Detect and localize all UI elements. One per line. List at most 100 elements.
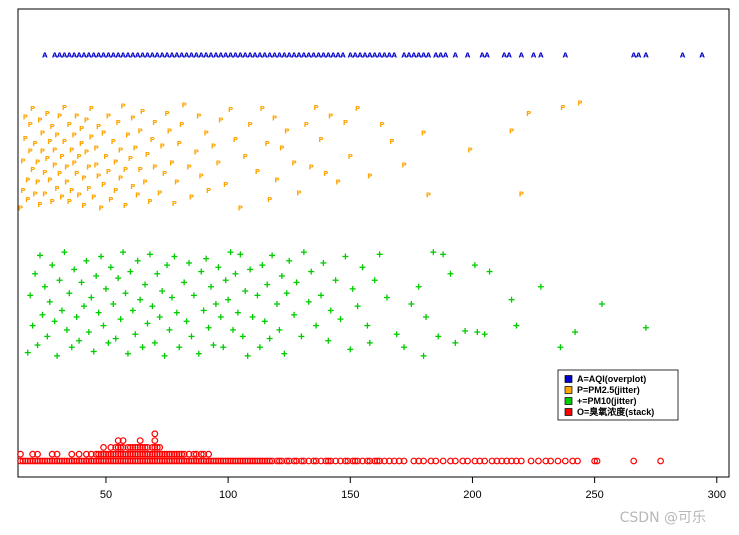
aqi-point: A (538, 52, 544, 60)
aqi-point: A (406, 52, 412, 60)
ozone-point (197, 450, 205, 458)
ozone-point (19, 457, 27, 465)
ozone-point (219, 457, 227, 465)
pm25-point: P (40, 148, 45, 156)
aqi-point: A (643, 52, 649, 60)
ozone-point (68, 457, 76, 465)
pm10-point (234, 309, 241, 316)
pm10-point (105, 339, 112, 346)
ozone-point (80, 457, 88, 465)
pm25-point: P (69, 147, 74, 155)
ozone-point (65, 457, 73, 465)
pm25-point: P (25, 177, 30, 185)
pm10-point (210, 342, 217, 349)
ozone-point (114, 437, 122, 445)
pm25-point: P (18, 204, 23, 212)
ozone-point (200, 457, 208, 465)
pm25-point: P (77, 153, 82, 161)
pm25-point: P (101, 181, 106, 189)
ozone-point (183, 457, 190, 465)
aqi-point: A (362, 52, 368, 60)
aqi-point: A (52, 52, 58, 60)
pm10-point (220, 344, 227, 351)
ozone-point (124, 457, 132, 465)
ozone-point (561, 457, 569, 465)
pm10-point (149, 303, 156, 310)
aqi-point: A (699, 52, 705, 60)
pm10-point (286, 257, 293, 264)
ozone-point (192, 450, 200, 458)
aqi-point: A (301, 52, 307, 60)
series-3 (24, 249, 649, 359)
pm10-point (88, 294, 95, 301)
ozone-point (190, 457, 198, 465)
pm10-point (364, 322, 371, 329)
pm10-point (508, 296, 515, 303)
pm25-point: P (152, 119, 157, 127)
aqi-point: A (282, 52, 288, 60)
ozone-point (114, 450, 122, 458)
legend-label: +=PM10(jitter) (577, 396, 637, 406)
ozone-point (236, 457, 244, 465)
pm25-point: P (255, 168, 260, 176)
pm25-point: P (196, 112, 201, 120)
pm10-point (256, 344, 263, 351)
ozone-point (439, 457, 447, 465)
pm25-point: P (55, 185, 60, 193)
pm25-point: P (84, 117, 89, 125)
pm10-point (203, 255, 210, 262)
ozone-point (156, 450, 164, 458)
pm25-point: P (304, 121, 309, 129)
aqi-point: A (426, 52, 432, 60)
ozone-point (256, 457, 264, 465)
pm25-point: P (133, 144, 138, 152)
ozone-point (119, 437, 127, 445)
pm25-point: P (62, 138, 67, 146)
aqi-point: A (416, 52, 422, 60)
pm10-point (146, 251, 153, 258)
ozone-point (51, 457, 59, 465)
pm10-point (27, 292, 34, 299)
ozone-point (134, 457, 142, 465)
pm25-point: P (401, 162, 406, 170)
pm25-point: P (52, 147, 57, 155)
ozone-point (451, 457, 459, 465)
ozone-point (151, 437, 159, 445)
pm10-point (46, 298, 53, 305)
ozone-point (246, 457, 254, 465)
ozone-point (112, 450, 120, 458)
ozone-point (122, 457, 129, 465)
legend-swatch (564, 397, 573, 405)
ozone-point (244, 457, 252, 465)
ozone-point (173, 457, 181, 465)
ozone-point (170, 457, 178, 465)
pm10-point (430, 249, 437, 256)
pm25-point: P (108, 196, 113, 204)
aqi-point: A (636, 52, 642, 60)
ozone-point (100, 450, 107, 458)
ozone-point (420, 457, 427, 465)
ozone-point (131, 444, 139, 451)
aqi-point: A (145, 52, 151, 60)
pm25-point: P (140, 108, 145, 116)
pm25-point: P (94, 162, 99, 170)
ozone-point (363, 457, 371, 465)
pm10-point (371, 277, 378, 284)
ozone-point (459, 457, 467, 465)
pm10-point (188, 333, 195, 340)
pm10-point (41, 283, 48, 290)
ozone-point (251, 457, 259, 465)
aqi-point: A (257, 52, 263, 60)
aqi-point: A (91, 52, 97, 60)
pm10-point (32, 270, 39, 277)
pm25-point: P (130, 114, 135, 122)
pm10-point (237, 251, 244, 258)
ozone-point (227, 457, 234, 465)
pm10-point (161, 352, 168, 359)
pm10-point (283, 290, 290, 297)
pm25-point: P (216, 159, 221, 167)
ozone-point (415, 457, 423, 465)
ozone-point (283, 457, 291, 465)
ozone-point (508, 457, 515, 465)
pm25-point: P (96, 123, 101, 131)
